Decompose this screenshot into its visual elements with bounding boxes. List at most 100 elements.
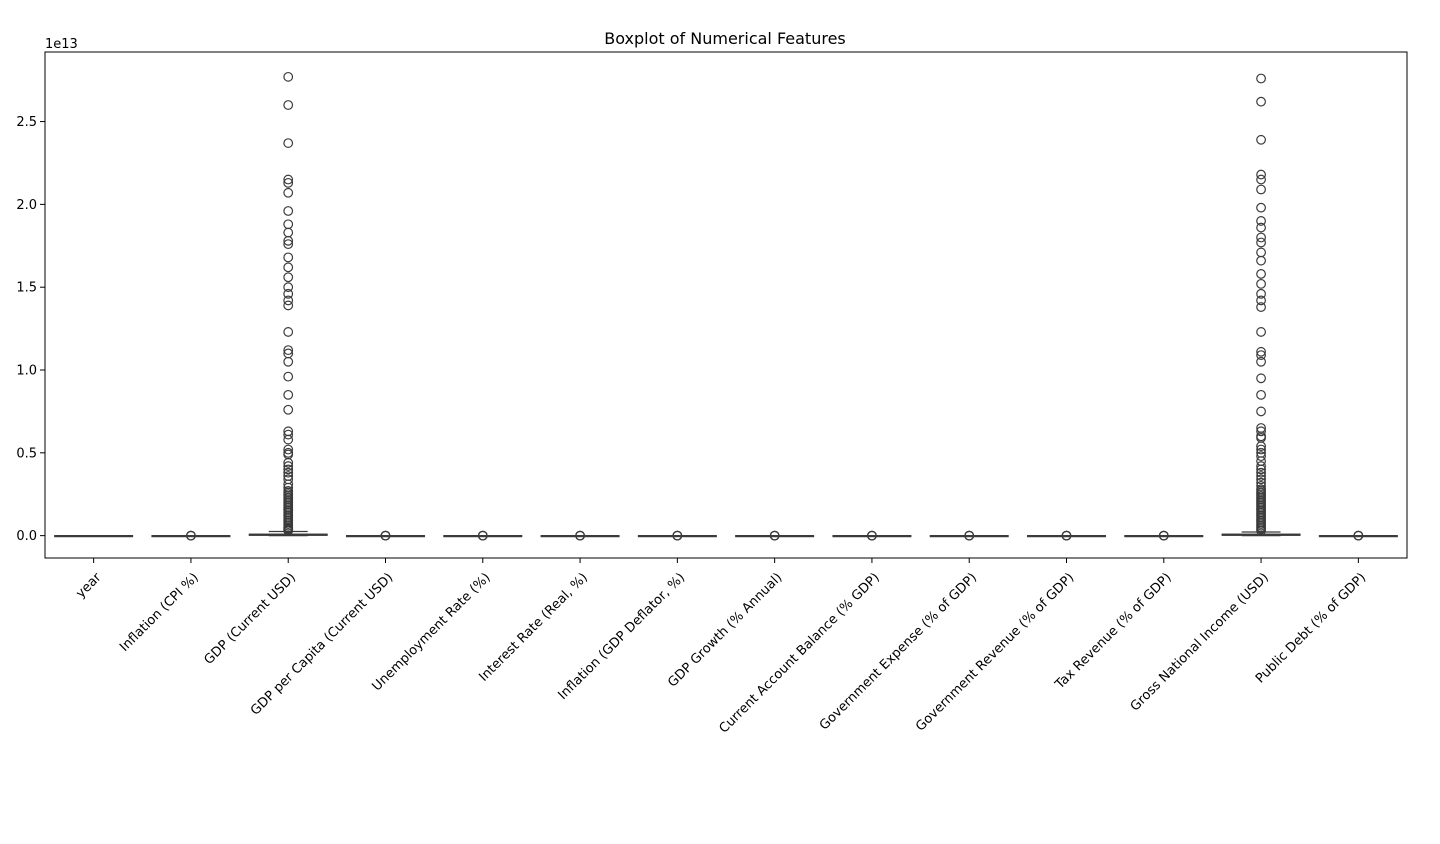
outlier-point xyxy=(283,444,294,455)
box-2 xyxy=(248,71,328,537)
x-tick-label: GDP (Current USD) xyxy=(202,570,300,668)
outlier-point xyxy=(1256,288,1266,299)
x-tick-label: Inflation (CPI %) xyxy=(117,570,202,655)
outlier-point xyxy=(283,457,294,468)
outlier-point xyxy=(575,530,585,541)
outlier-point xyxy=(283,404,294,415)
outlier-point xyxy=(1256,464,1266,475)
x-tick-label: Public Debt (% of GDP) xyxy=(1253,570,1369,686)
outlier-point xyxy=(1256,467,1266,478)
outlier-point xyxy=(1256,373,1266,384)
x-tick-label: Government Revenue (% of GDP) xyxy=(913,570,1077,734)
outlier-point xyxy=(283,464,294,475)
outlier-point xyxy=(283,356,294,367)
outlier-point xyxy=(1256,247,1266,258)
y-tick-label: 2.0 xyxy=(16,198,37,213)
outlier-point xyxy=(283,467,294,478)
box-11 xyxy=(1124,530,1204,541)
outlier-point xyxy=(1256,269,1266,279)
outlier-point xyxy=(1158,530,1169,541)
outlier-point xyxy=(1256,73,1266,84)
x-axis-ticks: year Inflation (CPI %) GDP (Current USD) GD… xyxy=(73,558,1369,736)
outlier-point xyxy=(283,219,294,230)
outlier-point xyxy=(964,530,975,541)
plot-marks xyxy=(54,71,1398,541)
outlier-point xyxy=(1256,216,1266,226)
box-3 xyxy=(345,530,426,541)
outlier-point xyxy=(1256,134,1266,145)
outlier-point xyxy=(283,262,294,273)
outlier-point xyxy=(1061,530,1072,541)
outlier-point xyxy=(283,71,294,82)
box-7 xyxy=(735,530,815,541)
outlier-point xyxy=(283,206,294,216)
outlier-point xyxy=(283,288,294,299)
box-5 xyxy=(540,530,620,541)
outlier-point xyxy=(1256,169,1266,180)
box-0 xyxy=(54,534,134,538)
y-axis-ticks: 0.0 0.5 1.0 1.5 2.0 2.5 xyxy=(16,115,45,544)
x-tick-label: Interest Rate (Real, %) xyxy=(476,570,591,685)
outlier-point xyxy=(1256,426,1266,437)
box-13 xyxy=(1318,530,1398,541)
box-8 xyxy=(832,530,912,541)
outlier-point xyxy=(1256,444,1266,455)
outlier-point xyxy=(186,530,196,541)
outlier-point xyxy=(283,295,294,306)
y-tick-label: 1.5 xyxy=(16,281,37,296)
outlier-point xyxy=(1256,356,1266,367)
outlier-point xyxy=(1256,222,1266,233)
outlier-point xyxy=(283,227,294,238)
box-4 xyxy=(443,530,523,541)
outlier-point xyxy=(1256,174,1266,185)
outlier-point xyxy=(283,327,294,337)
outlier-point xyxy=(1256,346,1266,357)
plot-area-frame xyxy=(44,51,1408,559)
outlier-point xyxy=(283,389,294,400)
outlier-point xyxy=(1256,461,1266,471)
outlier-point xyxy=(283,371,294,382)
box-1 xyxy=(151,530,231,541)
outlier-point xyxy=(1256,389,1266,400)
outlier-point xyxy=(1256,96,1266,107)
outlier-point xyxy=(1256,456,1266,467)
outlier-point xyxy=(283,174,294,185)
outlier-point xyxy=(283,235,294,246)
outlier-point xyxy=(1256,406,1266,417)
outlier-point xyxy=(283,525,294,536)
chart-title: Boxplot of Numerical Features xyxy=(604,29,846,48)
outlier-point xyxy=(283,429,294,440)
outlier-point xyxy=(283,100,294,110)
outlier-point xyxy=(283,272,294,283)
x-tick-label: Government Expense (% of GDP) xyxy=(817,570,980,733)
y-tick-label: 0.0 xyxy=(16,529,37,544)
outlier-point xyxy=(1256,525,1266,536)
outlier-point xyxy=(1256,441,1266,452)
outlier-point xyxy=(283,434,294,445)
box-9 xyxy=(929,530,1009,541)
outlier-point xyxy=(380,530,391,541)
outlier-point xyxy=(477,530,488,541)
x-tick-label: GDP Growth (% Annual) xyxy=(665,570,785,690)
outlier-point xyxy=(283,138,294,148)
outlier-point xyxy=(1256,278,1266,289)
outlier-point xyxy=(283,239,294,250)
outlier-point xyxy=(1256,232,1266,243)
outlier-point xyxy=(283,252,294,263)
outlier-point xyxy=(283,177,294,188)
outlier-point xyxy=(867,530,877,541)
outlier-point xyxy=(769,530,780,541)
outlier-point xyxy=(283,345,294,356)
outlier-point xyxy=(283,282,294,293)
outlier-point xyxy=(1256,451,1266,462)
outlier-point xyxy=(1256,237,1266,248)
box-12 xyxy=(1221,73,1301,537)
outlier-point xyxy=(1256,302,1266,312)
outlier-point xyxy=(1256,327,1266,337)
outlier-point xyxy=(283,300,294,311)
outlier-point xyxy=(283,461,294,471)
outlier-point xyxy=(1256,350,1266,361)
outlier-point xyxy=(1256,471,1266,481)
